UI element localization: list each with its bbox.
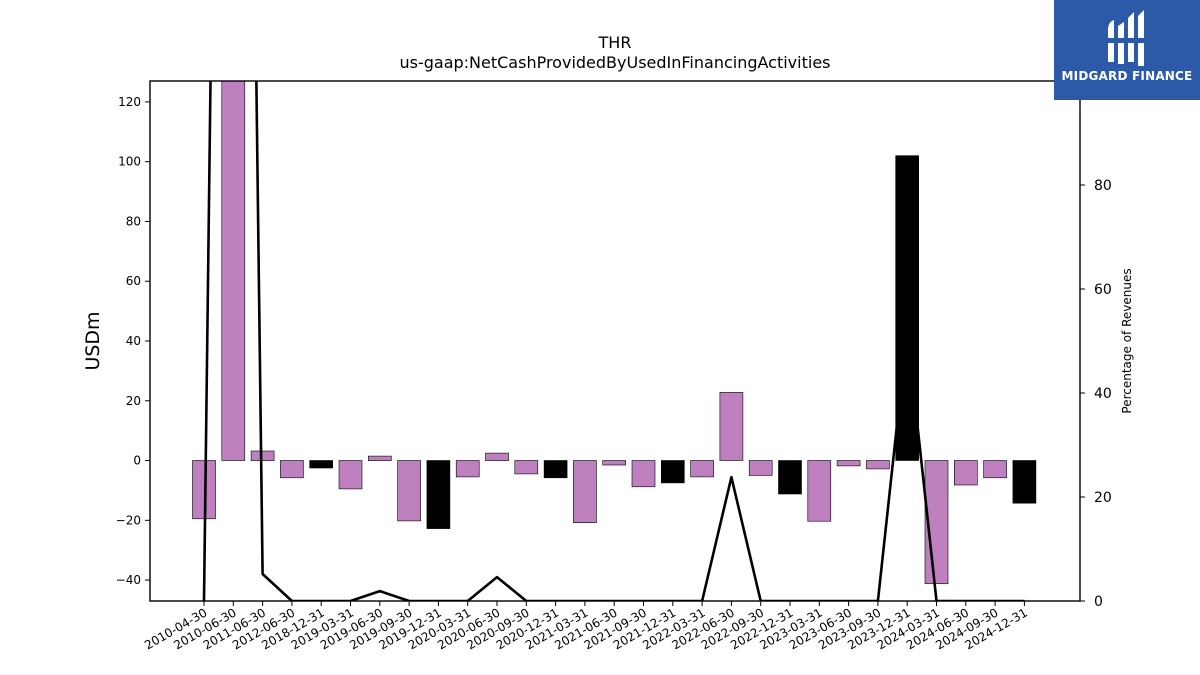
bar-2012-06-30 (280, 460, 304, 479)
y-tick-label: 80 (126, 214, 141, 228)
bar-2019-06-30 (367, 455, 392, 461)
bar-2023-03-31 (807, 460, 832, 522)
y-tick-label: −40 (116, 573, 141, 587)
axes: −40−200204060801001200204060802010-04-30… (116, 80, 1112, 652)
bar-2022-03-31 (690, 460, 714, 478)
bar-2018-12-31 (309, 460, 334, 469)
y-tick-label: 0 (133, 454, 141, 468)
y2-tick-label: 40 (1094, 386, 1112, 402)
bar-2020-06-30 (485, 452, 509, 461)
y-tick-label: 120 (118, 95, 141, 109)
revenue-percentage-line (202, 81, 1025, 601)
bar-2024-09-30 (983, 460, 1007, 479)
y-axis-label: USDm (82, 311, 104, 370)
y-tick-label: 100 (118, 155, 141, 169)
bar-2022-12-31 (778, 460, 802, 495)
bar-2022-09-30 (748, 460, 773, 476)
y-tick-label: 60 (126, 274, 141, 288)
y2-tick-label: 80 (1094, 178, 1112, 194)
bar-2019-12-31 (426, 460, 451, 529)
chart-subtitle: us-gaap:NetCashProvidedByUsedInFinancing… (399, 53, 830, 72)
bar-2023-09-30 (866, 460, 890, 470)
bar-2020-12-31 (543, 460, 568, 479)
bar-2024-06-30 (953, 460, 978, 486)
y-tick-label: 40 (126, 334, 141, 348)
bar-2021-12-31 (660, 460, 685, 484)
bar-2019-03-31 (338, 460, 363, 490)
y2-axis-label: Percentage of Revenues (1120, 268, 1134, 413)
y2-tick-label: 0 (1094, 594, 1103, 610)
bar-2020-03-31 (455, 460, 480, 478)
bar-2021-03-31 (573, 460, 597, 524)
bar-2020-09-30 (514, 460, 539, 475)
chart-title: THR (598, 33, 632, 52)
bar-2010-06-30 (221, 81, 246, 461)
bar-2023-06-30 (836, 460, 861, 467)
brand-name: MIDGARD FINANCE (1061, 69, 1193, 83)
y-tick-label: −20 (116, 513, 141, 527)
midgard-logo-icon (1106, 10, 1146, 66)
bar-2024-12-31 (1012, 460, 1037, 504)
revenue-percentage-series (202, 81, 1025, 601)
bar-series (192, 81, 1037, 584)
bar-2011-06-30 (250, 450, 275, 461)
bar-2022-06-30 (719, 392, 744, 461)
y2-tick-label: 20 (1094, 490, 1112, 506)
bar-2019-09-30 (397, 460, 421, 522)
bar-2021-06-30 (602, 460, 627, 466)
y-tick-label: 20 (126, 394, 141, 408)
y2-tick-label: 60 (1094, 282, 1112, 298)
bar-2021-09-30 (631, 460, 656, 488)
brand-logo: MIDGARD FINANCE (1054, 0, 1200, 100)
